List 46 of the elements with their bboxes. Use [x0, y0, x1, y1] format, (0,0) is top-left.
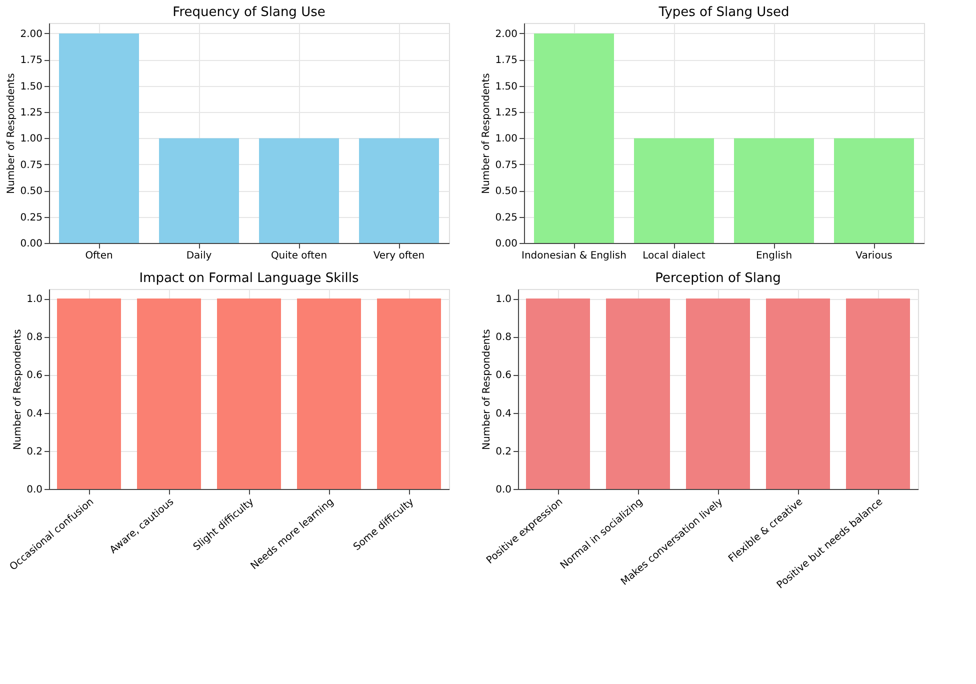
y-tick-label: 1.00	[20, 134, 42, 145]
y-axis-title: Number of Respondents	[6, 73, 18, 194]
y-tick-label: 0.50	[495, 186, 518, 198]
y-tick-label: 0.0	[26, 484, 42, 496]
y-tick-label: 0.75	[495, 160, 518, 171]
y-tick-label: 1.25	[20, 108, 42, 119]
x-tick-label: Daily	[186, 250, 212, 262]
y-tick-label: 0.25	[495, 212, 518, 224]
x-tick-label: Very often	[373, 250, 425, 262]
y-axis-title: Number of Respondents	[481, 73, 492, 194]
y-tick-label: 0.4	[496, 408, 512, 420]
y-tick-label: 1.75	[20, 55, 42, 66]
chart-title: Frequency of Slang Use	[172, 5, 326, 20]
y-tick-label: 2.00	[20, 28, 42, 40]
chart-title: Perception of Slang	[655, 271, 781, 286]
y-tick-label: 0.8	[496, 332, 512, 344]
y-tick-label: 0.00	[20, 238, 42, 250]
y-tick-label: 1.00	[495, 134, 518, 145]
x-tick-label: English	[756, 250, 792, 262]
x-tick-label: Various	[856, 250, 892, 262]
y-tick-label: 0.8	[26, 332, 42, 344]
y-tick-label: 1.0	[496, 294, 512, 306]
y-axis-title: Number of Respondents	[12, 329, 24, 450]
y-tick-label: 1.50	[20, 81, 42, 92]
y-tick-label: 0.25	[20, 212, 42, 224]
y-axis-title: Number of Respondents	[482, 329, 493, 450]
y-tick-label: 1.25	[495, 108, 518, 119]
y-tick-label: 0.0	[496, 484, 512, 496]
y-tick-label: 0.4	[26, 408, 42, 420]
y-tick-label: 1.75	[495, 55, 518, 66]
y-tick-label: 0.2	[496, 446, 512, 458]
y-tick-label: 0.50	[20, 186, 42, 198]
y-tick-label: 2.00	[495, 28, 518, 40]
y-tick-label: 0.6	[26, 370, 42, 382]
y-tick-label: 1.0	[26, 294, 42, 306]
y-tick-label: 0.2	[26, 446, 42, 458]
x-tick-label: Often	[85, 250, 113, 262]
x-tick-label: Local dialect	[642, 250, 706, 262]
y-tick-label: 1.50	[495, 81, 518, 92]
x-tick-label: Quite often	[270, 250, 328, 262]
chart-title: Types of Slang Used	[658, 5, 790, 20]
chart-title: Impact on Formal Language Skills	[139, 271, 359, 286]
y-tick-label: 0.6	[496, 370, 512, 382]
y-tick-label: 0.00	[495, 238, 518, 250]
y-tick-label: 0.75	[20, 160, 42, 171]
x-tick-label: Indonesian & English	[522, 250, 626, 262]
